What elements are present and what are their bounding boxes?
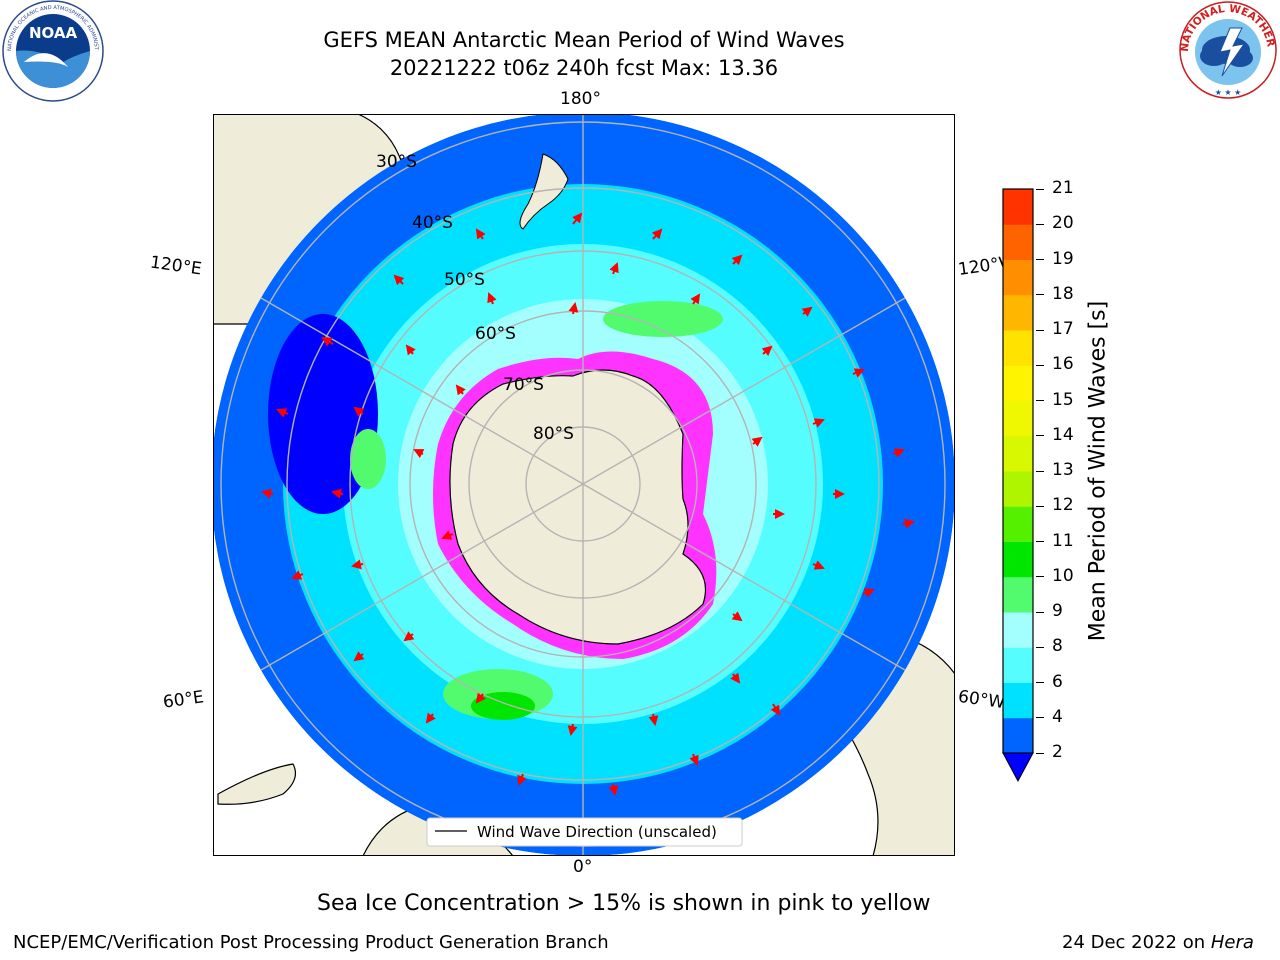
colorbar-tick-mark	[1036, 259, 1044, 260]
colorbar-tick-label: 16	[1052, 354, 1074, 375]
colorbar-tick-mark	[1036, 576, 1044, 578]
lon-label-bottom: 0°	[573, 857, 593, 877]
polar-map: Wind Wave Direction (unscaled)	[213, 114, 955, 856]
colorbar-segment	[1003, 506, 1033, 542]
svg-text:★ ★ ★: ★ ★ ★	[1215, 88, 1242, 97]
colorbar-tick-label: 21	[1052, 178, 1074, 198]
colorbar-tick-label: 10	[1052, 565, 1074, 586]
colorbar-segment	[1003, 435, 1033, 472]
lon-label-top: 180°	[560, 89, 601, 109]
colorbar-tick-mark	[1036, 188, 1044, 190]
colorbar-tick-mark	[1036, 717, 1044, 719]
colorbar-tick-label: 18	[1052, 283, 1074, 304]
colorbar-segment	[1003, 576, 1033, 613]
colorbar-tick-label: 11	[1052, 530, 1074, 551]
colorbar-segment	[1003, 612, 1033, 648]
colorbar-segment	[1003, 717, 1033, 754]
colorbar-segment	[1003, 400, 1033, 437]
colorbar-segment	[1003, 541, 1033, 578]
colorbar-tick-label: 17	[1052, 319, 1074, 339]
colorbar-tick-mark	[1036, 294, 1044, 296]
lat-label-80s: 80°S	[533, 424, 574, 444]
lat-label-70s: 70°S	[503, 375, 544, 395]
colorbar-tick-mark	[1036, 611, 1044, 613]
colorbar-tick-label: 20	[1052, 213, 1074, 234]
colorbar-tick-label: 4	[1052, 706, 1063, 727]
colorbar-tick-label: 8	[1052, 636, 1063, 657]
colorbar-tick-mark	[1036, 505, 1044, 507]
colorbar-tick-label: 19	[1052, 248, 1074, 269]
colorbar-tick-label: 2	[1052, 742, 1063, 762]
colorbar-tick-mark	[1036, 364, 1044, 366]
colorbar-segment	[1003, 647, 1033, 683]
noaa-logo: NOAA NATIONAL OCEANIC AND ATMOSPHERIC AD…	[2, 0, 104, 102]
colorbar-tick-label: 12	[1052, 495, 1074, 516]
colorbar-tick-label: 6	[1052, 671, 1063, 692]
colorbar-tick-mark	[1036, 541, 1044, 542]
colorbar-tick-label: 13	[1052, 460, 1074, 480]
colorbar-tick-mark	[1036, 470, 1044, 472]
colorbar-segment	[1003, 189, 1033, 225]
lat-label-30s: 30°S	[376, 152, 417, 172]
sea-ice-note: Sea Ice Concentration > 15% is shown in …	[317, 891, 931, 916]
colorbar-extend-triangle	[1002, 752, 1034, 783]
colorbar-segment	[1003, 294, 1033, 331]
colorbar-segment	[1003, 365, 1033, 401]
colorbar-tick-mark	[1036, 682, 1044, 683]
colorbar-tick-mark	[1036, 752, 1044, 754]
machine-name: Hera	[1210, 932, 1254, 953]
lat-label-60s: 60°S	[475, 324, 516, 344]
lat-label-50s: 50°S	[444, 270, 485, 290]
title-line-2: 20221222 t06z 240h fcst Max: 13.36	[389, 56, 779, 80]
colorbar-tick-label: 9	[1052, 601, 1063, 621]
noaa-text: NOAA	[29, 24, 78, 42]
colorbar-tick-mark	[1036, 435, 1044, 437]
colorbar-tick-label: 15	[1052, 389, 1074, 410]
colorbar-label: Mean Period of Wind Waves [s]	[1085, 300, 1111, 642]
colorbar-tick-mark	[1036, 400, 1044, 401]
lon-label-left-lower: 60°E	[161, 687, 206, 713]
wind-wave-arrows	[261, 212, 915, 796]
lon-label-left-upper: 120°E	[148, 252, 203, 280]
colorbar-tick-mark	[1036, 223, 1044, 225]
run-date: 24 Dec 2022 on Hera	[1062, 932, 1254, 953]
madagascar-land	[217, 763, 296, 805]
legend-label: Wind Wave Direction (unscaled)	[477, 823, 717, 841]
colorbar-tick-mark	[1036, 329, 1044, 331]
colorbar-tick-mark	[1036, 646, 1044, 648]
colorbar-segment	[1003, 330, 1033, 366]
lon-label-right-lower: 60°W	[956, 686, 1007, 714]
title-line-1: GEFS MEAN Antarctic Mean Period of Wind …	[323, 28, 845, 52]
colorbar-segment	[1003, 471, 1033, 507]
colorbar	[1002, 188, 1034, 783]
run-date-prefix: 24 Dec 2022 on	[1062, 932, 1211, 953]
colorbar-tick-label: 14	[1052, 424, 1074, 445]
new-zealand-land	[519, 153, 569, 230]
lat-label-40s: 40°S	[412, 213, 453, 233]
nws-logo: NATIONAL WEATHER SERVICE ★ ★ ★	[1178, 0, 1277, 99]
branch-credit: NCEP/EMC/Verification Post Processing Pr…	[13, 932, 609, 953]
colorbar-segment	[1003, 259, 1033, 296]
wave-direction-legend: Wind Wave Direction (unscaled)	[426, 817, 743, 847]
colorbar-segment	[1003, 682, 1033, 719]
colorbar-segment	[1003, 224, 1033, 260]
